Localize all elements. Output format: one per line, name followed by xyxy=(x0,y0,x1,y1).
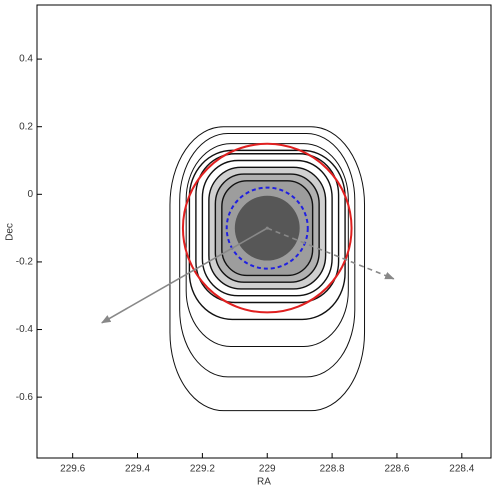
contour-line xyxy=(188,149,346,321)
y-tick-label: 0 xyxy=(27,189,33,200)
circle xyxy=(225,186,309,270)
x-tick-label: 228.8 xyxy=(320,464,345,475)
x-tick-label: 229 xyxy=(259,464,276,475)
x-tick-label: 229.2 xyxy=(190,464,215,475)
arrow xyxy=(101,227,268,324)
x-tick-label: 228.4 xyxy=(449,464,474,475)
y-axis-label: Dec xyxy=(5,223,16,241)
x-axis-label: RA xyxy=(257,477,271,488)
x-tick-label: 228.6 xyxy=(384,464,409,475)
contour-line xyxy=(195,153,340,304)
y-tick-label: -0.6 xyxy=(16,392,34,403)
y-tick-label: -0.2 xyxy=(16,257,34,268)
x-tick-label: 229.6 xyxy=(60,464,85,475)
x-tick-label: 229.4 xyxy=(125,464,150,475)
y-tick-label: -0.4 xyxy=(16,324,34,335)
plot-frame xyxy=(36,4,492,459)
y-tick-label: 0.2 xyxy=(19,121,33,132)
contour-line xyxy=(169,126,366,412)
arrow xyxy=(266,227,395,280)
contour-line xyxy=(201,159,333,297)
y-tick-label: 0.4 xyxy=(19,54,33,65)
circle xyxy=(181,142,353,314)
contour-line xyxy=(179,132,356,378)
